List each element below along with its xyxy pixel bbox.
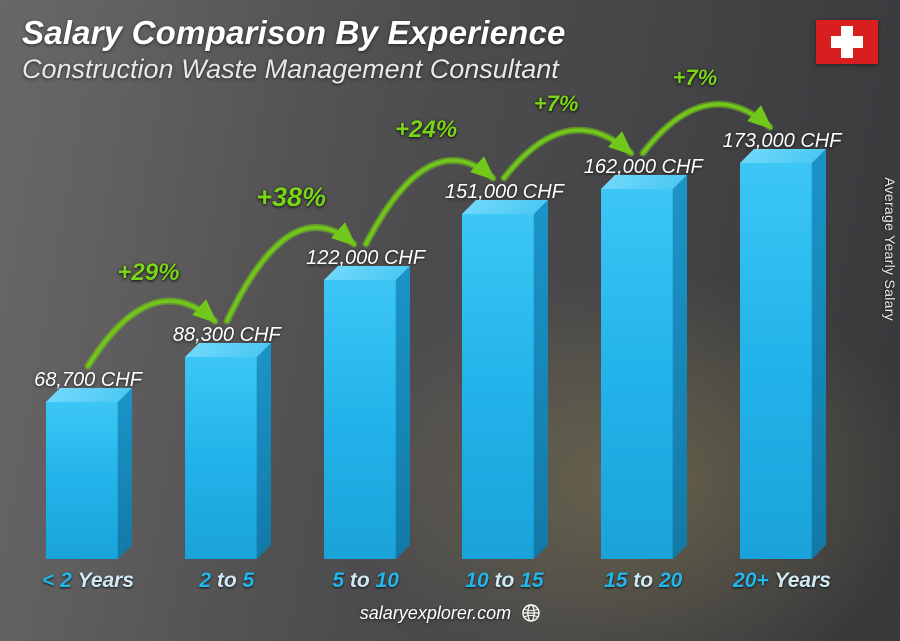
bar — [185, 357, 269, 559]
bar-column: 162,000 CHF15 to 20 — [583, 90, 703, 559]
infographic-stage: Salary Comparison By Experience Construc… — [0, 0, 900, 641]
bar-front — [740, 163, 812, 559]
bar-top — [740, 149, 826, 163]
bar-top — [46, 388, 132, 402]
bar-top — [462, 200, 548, 214]
bar-x-label: 5 to 10 — [332, 569, 399, 593]
bar-side — [118, 388, 132, 559]
flag-cross-h — [831, 36, 863, 48]
bar-x-label: 10 to 15 — [465, 569, 543, 593]
globe-icon — [522, 604, 540, 627]
bar-x-label: < 2 Years — [42, 569, 134, 593]
bar-column: 122,000 CHF5 to 10 — [306, 90, 426, 559]
bar-front — [462, 214, 534, 559]
bar-top — [185, 343, 271, 357]
bar-column: 151,000 CHF10 to 15 — [444, 90, 564, 559]
growth-pct: +7% — [673, 65, 718, 91]
bar-column: 68,700 CHF< 2 Years — [28, 90, 148, 559]
bar-side — [396, 266, 410, 559]
bar — [46, 402, 130, 559]
bar-side — [257, 343, 271, 559]
bar-top — [324, 266, 410, 280]
bar-chart: 68,700 CHF< 2 Years88,300 CHF2 to 5122,0… — [0, 90, 900, 559]
bar-column: 88,300 CHF2 to 5 — [167, 90, 287, 559]
footer: salaryexplorer.com — [0, 603, 900, 627]
bars-container: 68,700 CHF< 2 Years88,300 CHF2 to 5122,0… — [28, 90, 842, 559]
bar-x-label: 15 to 20 — [604, 569, 682, 593]
bar-side — [812, 149, 826, 559]
y-axis-label: Average Yearly Salary — [882, 177, 898, 321]
bar-front — [46, 402, 118, 559]
bar-x-label: 2 to 5 — [199, 569, 254, 593]
bar-column: 173,000 CHF20+ Years — [722, 90, 842, 559]
bar-front — [324, 280, 396, 559]
chart-title: Salary Comparison By Experience — [22, 14, 566, 52]
bar-front — [601, 189, 673, 559]
chart-subtitle: Construction Waste Management Consultant — [22, 54, 559, 85]
bar-side — [534, 200, 548, 559]
bar — [740, 163, 824, 559]
bar — [462, 214, 546, 559]
footer-site: salaryexplorer.com — [360, 603, 511, 623]
bar-front — [185, 357, 257, 559]
bar — [601, 189, 685, 559]
bar — [324, 280, 408, 559]
bar-side — [673, 175, 687, 559]
bar-x-label: 20+ Years — [733, 569, 831, 593]
flag-switzerland — [816, 20, 878, 64]
bar-top — [601, 175, 687, 189]
